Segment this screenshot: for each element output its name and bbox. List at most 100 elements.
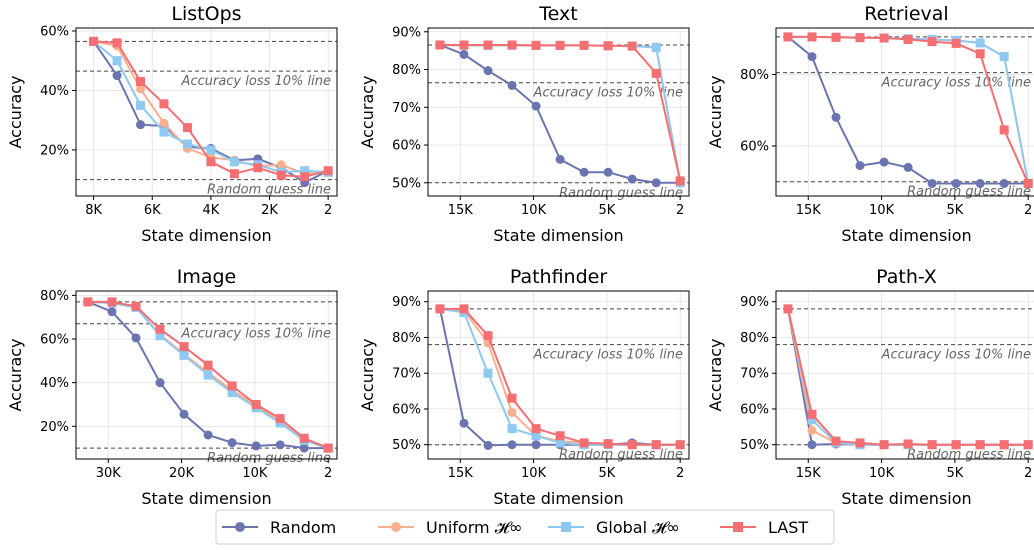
x-tick-label: 15K <box>796 203 822 218</box>
data-point <box>807 415 817 425</box>
data-point <box>579 438 589 448</box>
y-tick-label: 60% <box>740 139 769 154</box>
data-point <box>531 101 541 111</box>
data-point <box>675 176 685 186</box>
subplot-title: Retrieval <box>864 3 948 25</box>
data-point <box>435 304 445 314</box>
plot-frame <box>775 27 1034 197</box>
series-line-last <box>787 308 1029 446</box>
y-tick-label: 80% <box>740 331 769 346</box>
data-point <box>975 440 985 450</box>
data-point <box>999 440 1009 450</box>
subplot-title: Path-X <box>876 266 937 288</box>
plot-frame <box>75 27 338 197</box>
subplot-listops: Accuracy loss 10% line Random guess line 8… <box>6 3 338 245</box>
data-point <box>112 71 122 81</box>
series-line-global <box>788 35 1030 184</box>
legend-item-global: Global 𝓗∞ <box>548 518 680 537</box>
data-point <box>975 38 985 48</box>
legend-item-random: Random <box>222 518 336 537</box>
data-point <box>136 84 146 94</box>
y-tick-label: 60% <box>40 333 69 348</box>
data-point <box>903 439 913 449</box>
data-point <box>999 52 1009 62</box>
data-point <box>229 169 239 179</box>
data-point <box>275 414 285 424</box>
data-point <box>507 424 517 434</box>
y-tick-label: 50% <box>392 438 421 453</box>
reference-line-label: Random guess line <box>207 183 331 198</box>
x-tick-label: 5K <box>598 466 615 481</box>
legend-label: Random <box>270 518 336 537</box>
data-point <box>112 38 122 48</box>
series-line-random <box>439 308 681 447</box>
data-point <box>555 154 565 164</box>
plot-frame <box>427 27 690 197</box>
data-point <box>251 441 261 451</box>
data-point <box>555 40 565 50</box>
y-tick-label: 50% <box>740 438 769 453</box>
y-tick-label: 90% <box>740 295 769 310</box>
data-point <box>555 431 565 441</box>
series-line-global <box>787 308 1029 446</box>
data-point <box>531 440 541 450</box>
data-point <box>1023 440 1033 450</box>
y-tick-label: 80% <box>392 63 421 78</box>
plot-frame <box>775 290 1034 460</box>
x-tick-label: 6K <box>144 203 161 218</box>
legend-label: Uniform 𝓗∞ <box>426 518 522 537</box>
x-tick-label: 2 <box>1024 466 1032 481</box>
data-point <box>483 368 493 378</box>
data-point <box>603 439 613 449</box>
subplot-text: Accuracy loss 10% line Random guess line 1… <box>358 3 690 245</box>
reference-line-label: Accuracy loss 10% line <box>181 74 331 89</box>
x-tick-label: 10K <box>521 466 547 481</box>
data-point <box>203 370 213 380</box>
data-point <box>300 172 310 182</box>
y-tick-label: 70% <box>740 367 769 382</box>
data-point <box>783 32 793 42</box>
x-tick-label: 10K <box>242 466 268 481</box>
y-tick-label: 90% <box>392 25 421 40</box>
data-point <box>507 80 517 90</box>
data-point <box>507 440 517 450</box>
data-point <box>531 40 541 50</box>
legend-marker <box>391 522 401 532</box>
legend-marker <box>561 522 571 532</box>
series-line-last <box>788 35 1030 184</box>
data-point <box>159 127 169 137</box>
data-point <box>136 77 146 87</box>
data-point <box>323 166 333 176</box>
y-tick-label: 20% <box>40 420 69 435</box>
data-point <box>227 381 237 391</box>
data-point <box>89 36 99 46</box>
x-axis-label: State dimension <box>141 226 271 245</box>
data-point <box>927 440 937 450</box>
data-point <box>206 157 216 167</box>
data-point <box>651 68 661 78</box>
x-tick-label: 2 <box>676 466 684 481</box>
grid <box>76 291 337 459</box>
legend-label: LAST <box>768 518 808 537</box>
series-line-last <box>440 307 681 446</box>
y-tick-label: 80% <box>40 289 69 304</box>
reference-line-label: Accuracy loss 10% line <box>181 327 331 342</box>
x-tick-label: 15K <box>448 203 474 218</box>
y-tick-label: 70% <box>392 101 421 116</box>
data-point <box>879 157 889 167</box>
data-point <box>507 393 517 403</box>
reference-line-label: Random guess line <box>559 448 683 463</box>
data-point <box>807 52 817 62</box>
subplot-title: Image <box>177 266 237 288</box>
y-axis-label: Accuracy <box>706 338 725 411</box>
data-point <box>227 387 237 397</box>
data-point <box>299 443 309 453</box>
data-point <box>182 139 192 149</box>
data-point <box>179 342 189 352</box>
data-point <box>855 438 865 448</box>
x-tick-label: 15K <box>448 466 474 481</box>
x-tick-label: 8K <box>85 203 102 218</box>
subplot-title: ListOps <box>171 3 241 25</box>
subplot-path-x: Accuracy loss 10% line Random guess line 1… <box>706 266 1034 508</box>
